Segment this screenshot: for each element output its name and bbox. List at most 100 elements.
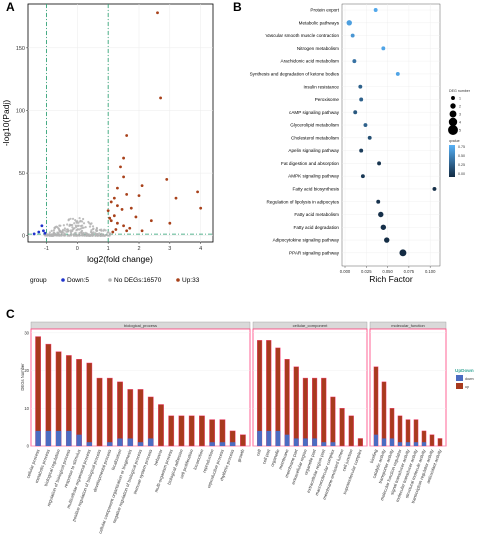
up-regulated-point [129, 206, 133, 210]
kegg-enrichment-point [399, 249, 407, 257]
kegg-enrichment-point [360, 174, 365, 179]
kegg-x-tick-label: 0.050 [382, 269, 393, 274]
up-regulated-point [199, 206, 203, 210]
go-bar-down [219, 442, 226, 446]
volcano-legend-marker [176, 278, 180, 282]
go-term-label: cell [255, 449, 262, 457]
up-regulated-point [106, 209, 110, 213]
go-y-axis-title: DEGs Number [20, 363, 25, 391]
go-bar-up [219, 419, 226, 447]
up-regulated-point [116, 204, 119, 208]
go-bar-down [76, 434, 82, 446]
kegg-size-legend-dot [450, 103, 456, 109]
go-facet-title: cellular_component [293, 323, 329, 328]
down-regulated-point [43, 231, 47, 235]
go-bar-up [106, 377, 113, 447]
kegg-color-legend-label: 0.75 [458, 145, 465, 149]
go-bar-down [312, 438, 317, 446]
kegg-pathway-label: Metabolic pathways [299, 20, 340, 25]
volcano-x-tick-label: 3 [168, 246, 171, 252]
go-bar-down [257, 430, 262, 446]
go-legend-label-up: up [465, 385, 469, 389]
go-bar-up [321, 377, 327, 447]
go-bar-down [137, 442, 144, 446]
down-regulated-point [40, 224, 44, 228]
go-bar-up [117, 381, 123, 447]
go-term-label: binding [369, 448, 379, 464]
kegg-enrichment-point [395, 71, 400, 76]
kegg-size-legend-dot [449, 110, 457, 118]
up-regulated-point [149, 219, 153, 223]
go-bar-up [373, 366, 379, 447]
kegg-enrichment-point [381, 46, 386, 51]
volcano-legend-marker [108, 278, 112, 282]
up-regulated-point [159, 96, 162, 100]
kegg-enrichment-point [359, 97, 364, 102]
volcano-legend-label: No DEGs:16570 [114, 277, 162, 284]
up-regulated-point [112, 196, 116, 200]
kegg-enrichment-point [352, 59, 357, 64]
kegg-pathway-label: Fat digestion and absorption [281, 161, 339, 166]
go-bar-up [397, 415, 403, 447]
kegg-pathway-label: AMPK signaling pathway [288, 174, 340, 179]
kegg-enrichment-point [378, 211, 384, 218]
panel-letter-c: C [6, 307, 15, 321]
kegg-pathway-label: Fatty acid metabolism [294, 212, 339, 217]
go-bar-up [381, 381, 387, 447]
up-regulated-point [125, 193, 129, 196]
up-regulated-point [112, 214, 116, 218]
go-bar-up [45, 343, 52, 447]
kegg-pathway-label: Arachidonic acid metabolism [281, 59, 340, 64]
go-legend: UpDown down up [455, 368, 474, 389]
go-term-label: cell part [261, 448, 271, 465]
go-bar-down [330, 442, 336, 446]
go-bar-down [405, 442, 411, 446]
kegg-size-legend-label: 1 [459, 96, 461, 100]
kegg-enrichment-point [363, 123, 368, 127]
go-bar-up [339, 408, 345, 447]
go-y-tick-label: 20 [24, 368, 29, 373]
up-regulated-point [119, 165, 122, 169]
kegg-pathway-label: Insulin resistance [304, 84, 340, 89]
kegg-enrichment-point [384, 237, 390, 243]
up-regulated-point [108, 216, 112, 220]
kegg-pathway-label: Regulation of lipolysis in adipocytes [266, 199, 339, 204]
go-bar-up [168, 415, 175, 447]
volcano-x-axis-title: log2(fold change) [87, 254, 153, 264]
kegg-pathway-label: Adipocytokine signaling pathway [273, 238, 340, 243]
kegg-pathway-label: Nitrogen metabolism [297, 46, 339, 51]
kegg-pathway-label: Glycerolipid metabolism [290, 123, 339, 128]
kegg-color-legend-label: 0.25 [458, 163, 465, 167]
kegg-plot-background [341, 3, 441, 267]
go-bar-up [178, 415, 185, 447]
up-regulated-point [122, 175, 125, 179]
volcano-legend-label: Down:5 [67, 277, 89, 284]
go-bar-up [437, 438, 443, 447]
kegg-size-legend-dot [448, 117, 458, 127]
up-regulated-point [111, 230, 115, 234]
go-bar-up [86, 362, 93, 447]
go-bar-up [240, 434, 246, 447]
kegg-pathway-label: Vascular smooth muscle contraction [266, 33, 340, 38]
kegg-size-legend-label: 5 [459, 128, 461, 132]
kegg-enrichment-point [353, 110, 358, 115]
go-bar-down [413, 442, 419, 446]
no-deg-point-cloud [43, 217, 112, 237]
go-bar-up [357, 438, 363, 447]
go-facet-title: molecular_function [391, 323, 425, 328]
go-legend-swatch-up [456, 383, 463, 389]
up-regulated-point [109, 219, 113, 223]
down-regulated-point [42, 229, 45, 233]
go-bar-down [321, 442, 327, 446]
go-bar-up [76, 358, 82, 447]
go-bar-up [35, 336, 41, 447]
go-bar-down [35, 430, 41, 446]
volcano-legend: group Down:5 No DEGs:16570 Up:33 [30, 277, 200, 284]
volcano-y-tick-label: 100 [16, 108, 25, 114]
go-bar-down [229, 442, 236, 446]
volcano-legend-title: group [30, 277, 47, 284]
go-facet-plot-area [252, 328, 368, 447]
kegg-pathway-label: Protein export [310, 8, 339, 13]
kegg-pathway-label: Synthesis and degradation of ketone bodi… [250, 72, 340, 77]
